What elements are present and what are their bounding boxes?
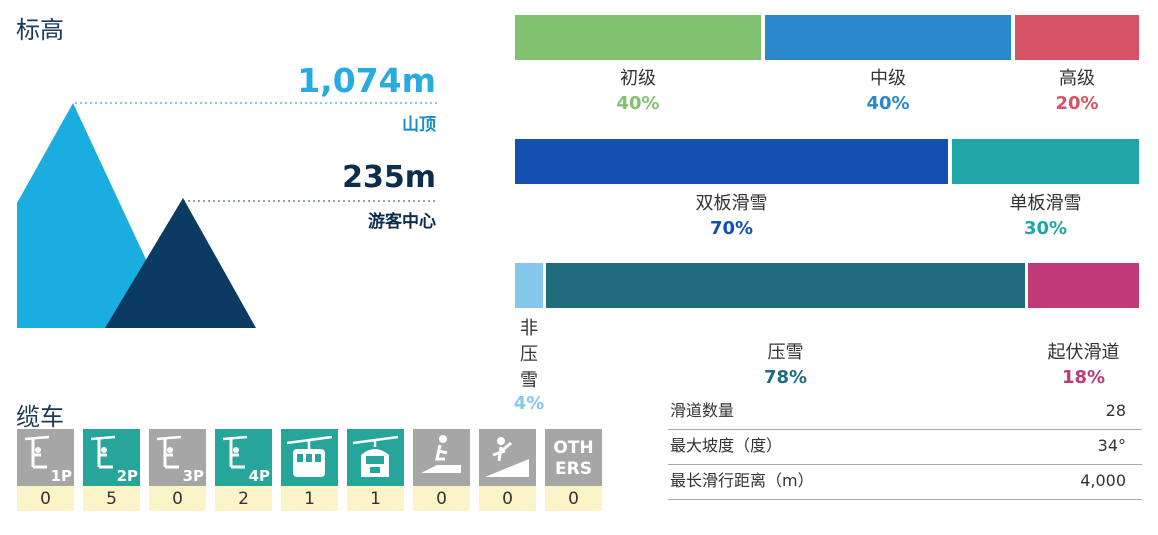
lift-count: 2 bbox=[215, 486, 272, 511]
chairlift-3p-icon: 3P bbox=[149, 429, 206, 486]
stat-label: 最长滑行距离（m） bbox=[670, 471, 814, 490]
stat-value: 4,000 bbox=[1080, 471, 1126, 490]
lift-item-3p: 3P 0 bbox=[149, 429, 206, 511]
grooming-pct-mogul: 18% bbox=[1061, 367, 1106, 388]
grooming-pct-ungroomed: 4% bbox=[513, 393, 545, 414]
ski-type-pct-ski: 70% bbox=[709, 218, 754, 239]
mountain-illustration bbox=[17, 102, 438, 328]
difficulty-pct-intermediate: 40% bbox=[866, 93, 910, 114]
summit-peak-shape bbox=[17, 103, 178, 328]
base-elevation: 235m bbox=[342, 160, 436, 195]
base-label: 游客中心 bbox=[368, 212, 436, 232]
lift-count: 1 bbox=[347, 486, 404, 511]
difficulty-bar-advanced bbox=[1015, 15, 1139, 60]
gondola-icon bbox=[281, 429, 338, 486]
stat-label: 最大坡度（度） bbox=[670, 436, 783, 455]
lift-count: 0 bbox=[149, 486, 206, 511]
chairlift-2p-icon: 2P bbox=[83, 429, 140, 486]
lifts-title: 缆车 bbox=[16, 403, 64, 431]
lift-pax-label: 2P bbox=[116, 467, 138, 485]
others-label: OTH ERS bbox=[553, 438, 594, 479]
ski-type-bar-snowboard bbox=[952, 139, 1139, 184]
stat-value: 34° bbox=[1097, 436, 1126, 455]
grooming-label-ungroomed: 非压雪 bbox=[520, 318, 538, 391]
grooming-label-groomed: 压雪 bbox=[767, 342, 804, 363]
ski-type-bar-ski bbox=[515, 139, 948, 184]
lift-count: 5 bbox=[83, 486, 140, 511]
chairlift-4p-icon: 4P bbox=[215, 429, 272, 486]
grooming-pct-groomed: 78% bbox=[763, 367, 808, 388]
difficulty-label-advanced: 高级 bbox=[1059, 68, 1095, 89]
stat-row-max-slope: 最大坡度（度） 34° bbox=[668, 430, 1142, 465]
stats-table: 滑道数量 28 最大坡度（度） 34° 最长滑行距离（m） 4,000 bbox=[668, 395, 1142, 500]
base-peak-shape bbox=[105, 198, 256, 328]
lift-count: 0 bbox=[413, 486, 470, 511]
difficulty-label-beginner: 初级 bbox=[620, 68, 656, 89]
lift-item-cabin: 1 bbox=[347, 429, 404, 511]
grooming-bar-mogul bbox=[1028, 263, 1139, 308]
lift-item-others: OTH ERS 0 bbox=[545, 429, 602, 511]
stat-row-trail-count: 滑道数量 28 bbox=[668, 395, 1142, 430]
lift-count: 0 bbox=[545, 486, 602, 511]
difficulty-bar-beginner bbox=[515, 15, 761, 60]
others-icon: OTH ERS bbox=[545, 429, 602, 486]
chairlift-1p-icon: 1P bbox=[17, 429, 74, 486]
difficulty-pct-advanced: 20% bbox=[1055, 93, 1099, 114]
lift-count: 0 bbox=[479, 486, 536, 511]
surface-lift-icon bbox=[479, 429, 536, 486]
difficulty-bar-intermediate bbox=[765, 15, 1011, 60]
lift-count: 0 bbox=[17, 486, 74, 511]
ski-type-pct-snowboard: 30% bbox=[1023, 218, 1068, 239]
elevation-title: 标高 bbox=[16, 16, 64, 44]
lift-pax-label: 4P bbox=[248, 467, 270, 485]
magic-carpet-icon bbox=[413, 429, 470, 486]
cabin-lift-icon bbox=[347, 429, 404, 486]
lift-item-1p: 1P 0 bbox=[17, 429, 74, 511]
lift-item-surface: 0 bbox=[479, 429, 536, 511]
lift-pax-label: 3P bbox=[182, 467, 204, 485]
lift-list: 1P 0 2P 5 3P 0 4P 2 bbox=[17, 429, 602, 511]
lift-item-magic-carpet: 0 bbox=[413, 429, 470, 511]
lift-item-2p: 2P 5 bbox=[83, 429, 140, 511]
lift-item-4p: 4P 2 bbox=[215, 429, 272, 511]
difficulty-pct-beginner: 40% bbox=[616, 93, 660, 114]
ski-type-label-ski: 双板滑雪 bbox=[695, 193, 768, 214]
grooming-bar-ungroomed bbox=[515, 263, 543, 308]
stat-value: 28 bbox=[1105, 401, 1126, 420]
stat-label: 滑道数量 bbox=[670, 401, 735, 420]
grooming-bar-groomed bbox=[546, 263, 1025, 308]
lift-pax-label: 1P bbox=[50, 467, 72, 485]
grooming-label-mogul: 起伏滑道 bbox=[1047, 342, 1120, 363]
lift-count: 1 bbox=[281, 486, 338, 511]
stat-row-longest-run: 最长滑行距离（m） 4,000 bbox=[668, 465, 1142, 500]
summit-elevation: 1,074m bbox=[297, 61, 436, 100]
lift-item-gondola: 1 bbox=[281, 429, 338, 511]
summit-label: 山顶 bbox=[402, 115, 436, 135]
ski-type-label-snowboard: 单板滑雪 bbox=[1009, 193, 1082, 214]
difficulty-label-intermediate: 中级 bbox=[870, 68, 906, 89]
